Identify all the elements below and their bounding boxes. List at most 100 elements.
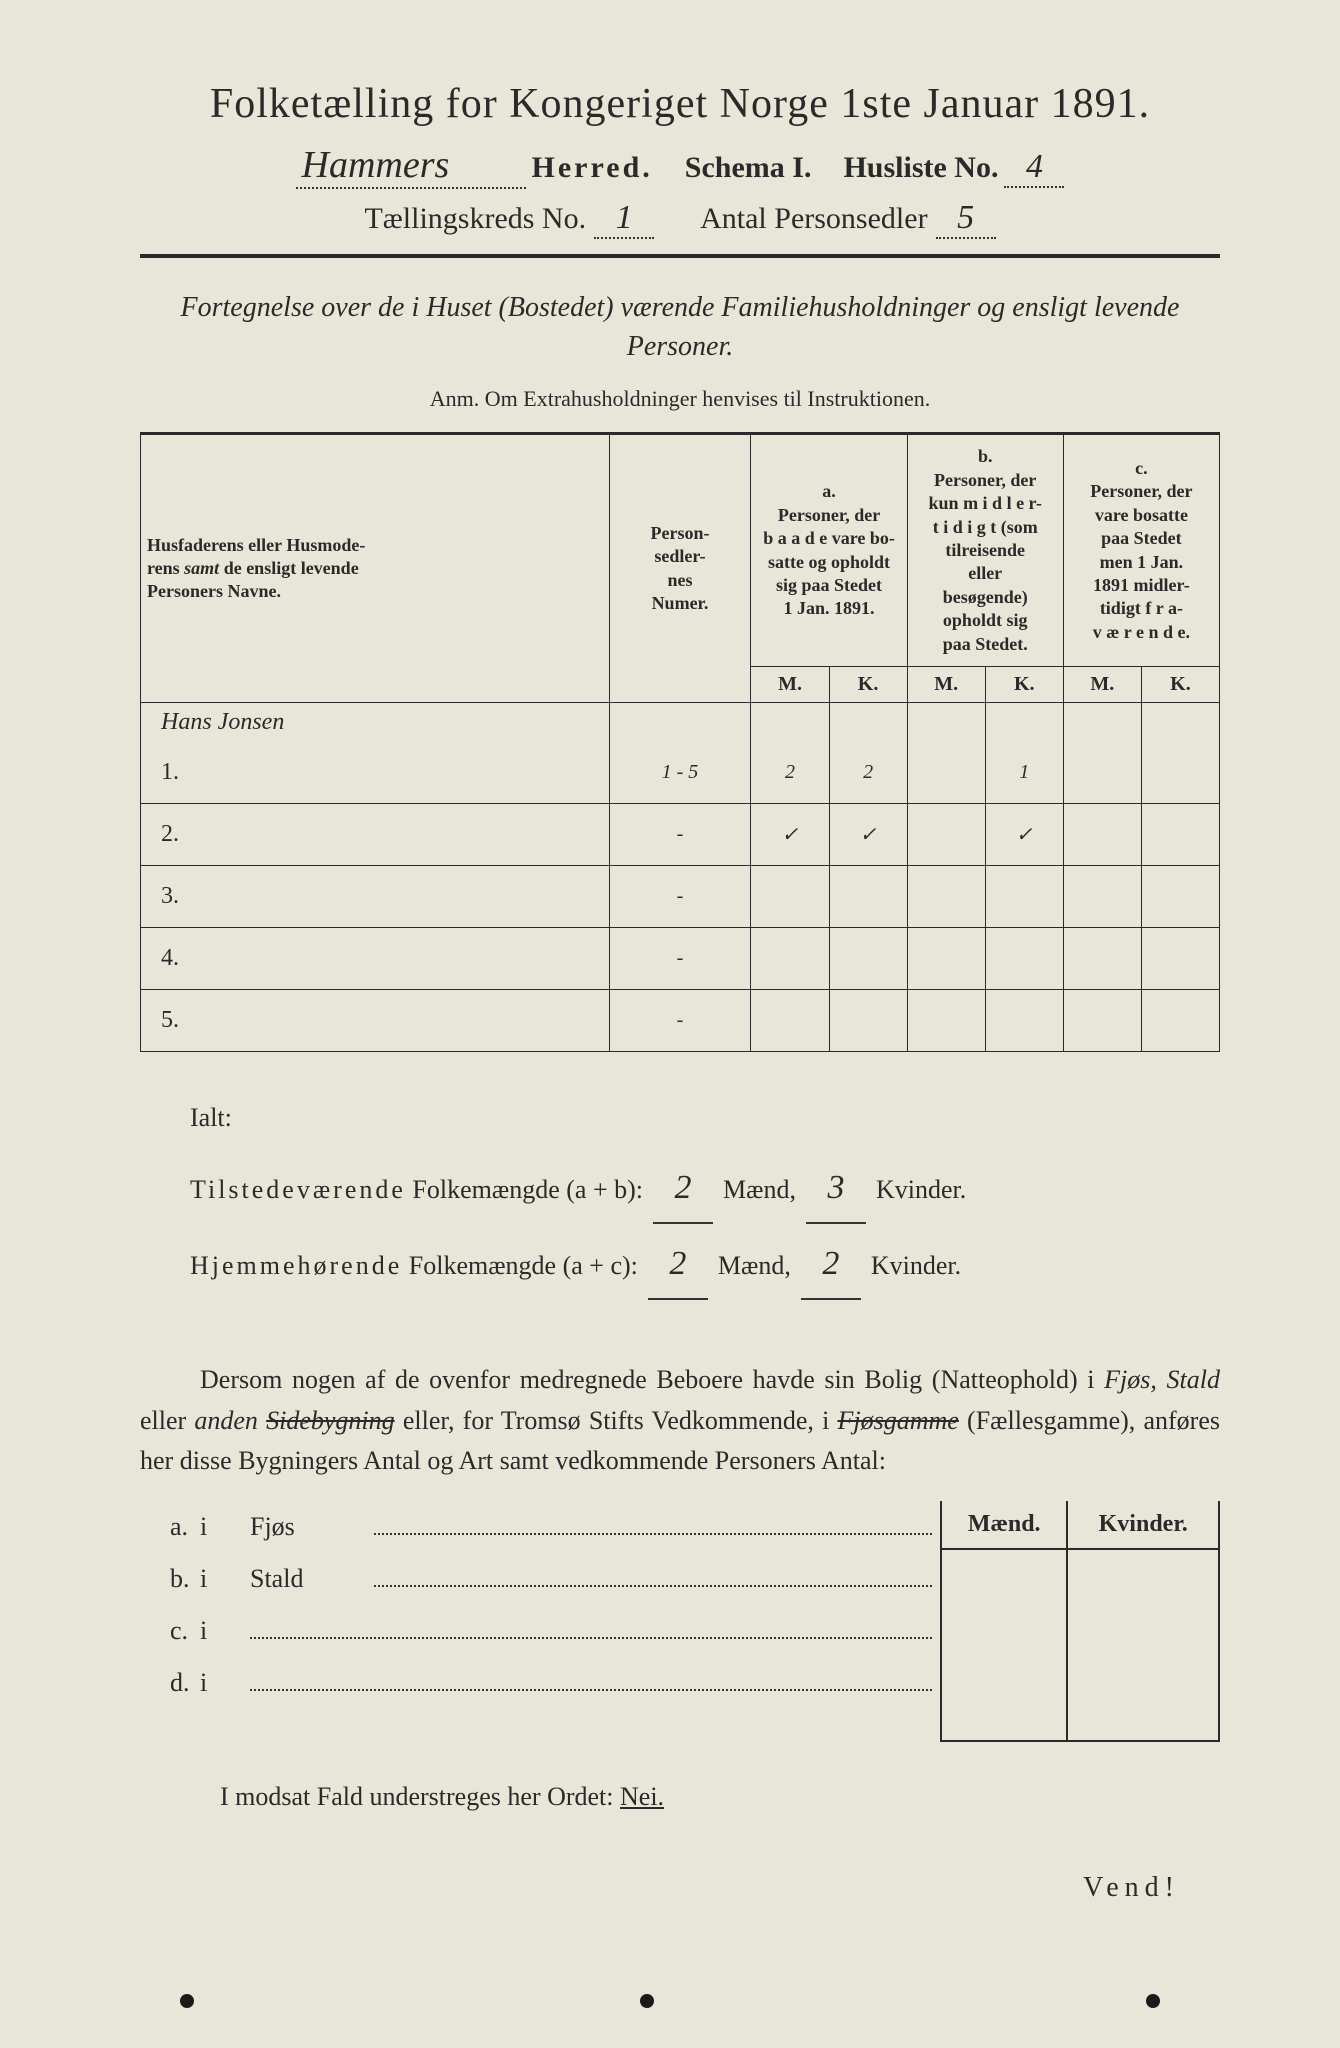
cell <box>1141 990 1219 1052</box>
col-b-header: b. Personer, derkun m i d l e r-t i d i … <box>907 434 1063 667</box>
cell: ✓ <box>829 804 907 866</box>
cell <box>829 990 907 1052</box>
cell <box>751 990 829 1052</box>
col-c-k: K. <box>1141 666 1219 702</box>
dotted-line <box>374 1533 932 1535</box>
header-row-2: Tællingskreds No. 1 Antal Personsedler 5 <box>140 199 1220 239</box>
building-row: d. i <box>140 1657 940 1709</box>
col-a-k: K. <box>829 666 907 702</box>
col-num-header: Person-sedler-nesNumer. <box>609 434 751 703</box>
col-b-m: M. <box>907 666 985 702</box>
row-num: 5. <box>141 990 610 1052</box>
instructions-paragraph: Dersom nogen af de ovenfor medregnede Be… <box>140 1360 1220 1481</box>
ink-dot <box>1146 1994 1160 2008</box>
building-d-label: d. <box>140 1657 200 1709</box>
kvinder-label: Kvinder. <box>876 1164 966 1216</box>
totals-ac-label: Hjemmehørende Folkemængde (a + c): <box>190 1240 638 1292</box>
row-num: 1. <box>141 742 610 804</box>
cell: 1 <box>985 742 1063 804</box>
building-name: Fjøs <box>250 1501 370 1553</box>
kreds-label: Tællingskreds No. <box>364 202 586 236</box>
totals-ab-k: 3 <box>806 1154 866 1224</box>
col-a-m: M. <box>751 666 829 702</box>
cell-num: - <box>609 990 751 1052</box>
building-row: b. i Stald <box>140 1553 940 1605</box>
cell <box>1067 1693 1219 1741</box>
cell <box>1063 990 1141 1052</box>
totals-ab-m: 2 <box>653 1154 713 1224</box>
table-row: 2. - ✓ ✓ ✓ <box>141 804 1220 866</box>
col-b-k: K. <box>985 666 1063 702</box>
vend-label: Vend! <box>140 1872 1220 1904</box>
col-b-label: b. <box>978 446 993 466</box>
table-row: 3. - <box>141 866 1220 928</box>
building-list: a. i Fjøs b. i Stald c. i d. i <box>140 1501 940 1742</box>
cell <box>1063 928 1141 990</box>
cell <box>1063 804 1141 866</box>
mk-table: Mænd. Kvinder. <box>940 1501 1220 1742</box>
cell-num: 1 - 5 <box>609 742 751 804</box>
cell <box>941 1597 1067 1645</box>
subtitle: Fortegnelse over de i Huset (Bostedet) v… <box>140 288 1220 366</box>
ink-dot <box>180 1994 194 2008</box>
maend-label: Mænd, <box>718 1240 791 1292</box>
building-name: Stald <box>250 1553 370 1605</box>
cell <box>1063 866 1141 928</box>
cell <box>907 990 985 1052</box>
table-row: 1. 1 - 5 2 2 1 <box>141 742 1220 804</box>
cell: ✓ <box>985 804 1063 866</box>
schema-label: Schema I. <box>685 151 812 185</box>
page-title: Folketælling for Kongeriget Norge 1ste J… <box>140 80 1220 128</box>
totals-line-ac: Hjemmehørende Folkemængde (a + c): 2 Mæn… <box>190 1230 1220 1300</box>
building-c-label: c. <box>140 1605 200 1657</box>
building-a-label: a. <box>140 1501 200 1553</box>
totals-ac-m: 2 <box>648 1230 708 1300</box>
dotted-line <box>250 1637 932 1639</box>
col-name-header: Husfaderens eller Husmode-rens samt de e… <box>141 434 610 703</box>
cell <box>985 928 1063 990</box>
antal-label: Antal Personsedler <box>700 202 927 236</box>
col-a-header: a. Personer, derb a a d e vare bo-satte … <box>751 434 907 667</box>
building-section: a. i Fjøs b. i Stald c. i d. i <box>140 1501 1220 1742</box>
herred-label: Herred. <box>532 151 653 185</box>
cell <box>941 1645 1067 1693</box>
cell <box>1141 928 1219 990</box>
cell <box>1141 742 1219 804</box>
header-row-1: Hammers Herred. Schema I. Husliste No. 4 <box>140 143 1220 189</box>
building-i: i <box>200 1553 250 1605</box>
cell <box>941 1549 1067 1597</box>
cell <box>829 928 907 990</box>
totals-ac-k: 2 <box>801 1230 861 1300</box>
cell <box>907 928 985 990</box>
cell <box>751 866 829 928</box>
main-table: Husfaderens eller Husmode-rens samt de e… <box>140 432 1220 1052</box>
row-num: 3. <box>141 866 610 928</box>
dotted-line <box>250 1689 932 1691</box>
name-entry: Hans Jonsen <box>141 702 610 742</box>
herred-value: Hammers <box>296 143 526 189</box>
building-i: i <box>200 1605 250 1657</box>
cell: 2 <box>829 742 907 804</box>
building-row: a. i Fjøs <box>140 1501 940 1553</box>
row-num: 2. <box>141 804 610 866</box>
cell <box>1067 1645 1219 1693</box>
divider <box>140 254 1220 258</box>
totals-line-ab: Tilstedeværende Folkemængde (a + b): 2 M… <box>190 1154 1220 1224</box>
cell <box>907 866 985 928</box>
building-row: c. i <box>140 1605 940 1657</box>
building-b-label: b. <box>140 1553 200 1605</box>
ialt-label: Ialt: <box>190 1092 1220 1144</box>
totals-ab-label: Tilstedeværende Folkemængde (a + b): <box>190 1164 643 1216</box>
cell <box>985 866 1063 928</box>
building-i: i <box>200 1657 250 1709</box>
cell <box>985 990 1063 1052</box>
cell <box>1063 742 1141 804</box>
cell <box>1141 866 1219 928</box>
census-form: Folketælling for Kongeriget Norge 1ste J… <box>140 80 1220 1904</box>
nei-underlined: Nei. <box>620 1782 664 1811</box>
cell <box>907 742 985 804</box>
totals-section: Ialt: Tilstedeværende Folkemængde (a + b… <box>190 1092 1220 1300</box>
cell <box>941 1693 1067 1741</box>
cell <box>1067 1597 1219 1645</box>
mk-maend-header: Mænd. <box>941 1501 1067 1549</box>
